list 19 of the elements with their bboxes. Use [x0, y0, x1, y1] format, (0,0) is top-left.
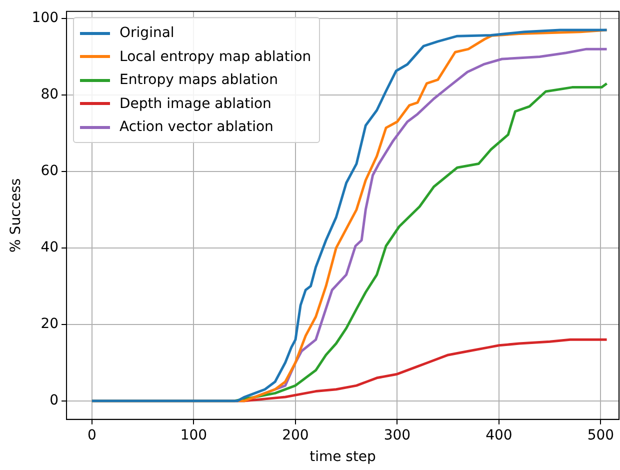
- y-tick-label: 100: [32, 10, 59, 26]
- x-tick-label: 300: [384, 427, 411, 444]
- legend-label: Entropy maps ablation: [120, 72, 278, 88]
- x-axis-title: time step: [310, 449, 376, 466]
- x-tick-label: 200: [282, 427, 309, 444]
- legend-label: Original: [120, 25, 174, 42]
- y-tick-label: 80: [40, 86, 59, 103]
- y-tick-label: 40: [40, 240, 59, 256]
- x-tick-label: 100: [180, 427, 208, 444]
- legend-label: Depth image ablation: [120, 96, 272, 112]
- y-tick-label: 20: [40, 316, 59, 332]
- x-tick-label: 0: [87, 427, 96, 444]
- y-axis-title: % Success: [8, 178, 24, 252]
- x-tick-label: 400: [486, 427, 512, 444]
- legend-label: Action vector ablation: [120, 119, 274, 136]
- legend-label: Local entropy map ablation: [120, 48, 312, 65]
- x-tick-label: 500: [587, 427, 614, 444]
- y-tick-label: 0: [50, 392, 59, 408]
- y-tick-label: 60: [40, 163, 59, 180]
